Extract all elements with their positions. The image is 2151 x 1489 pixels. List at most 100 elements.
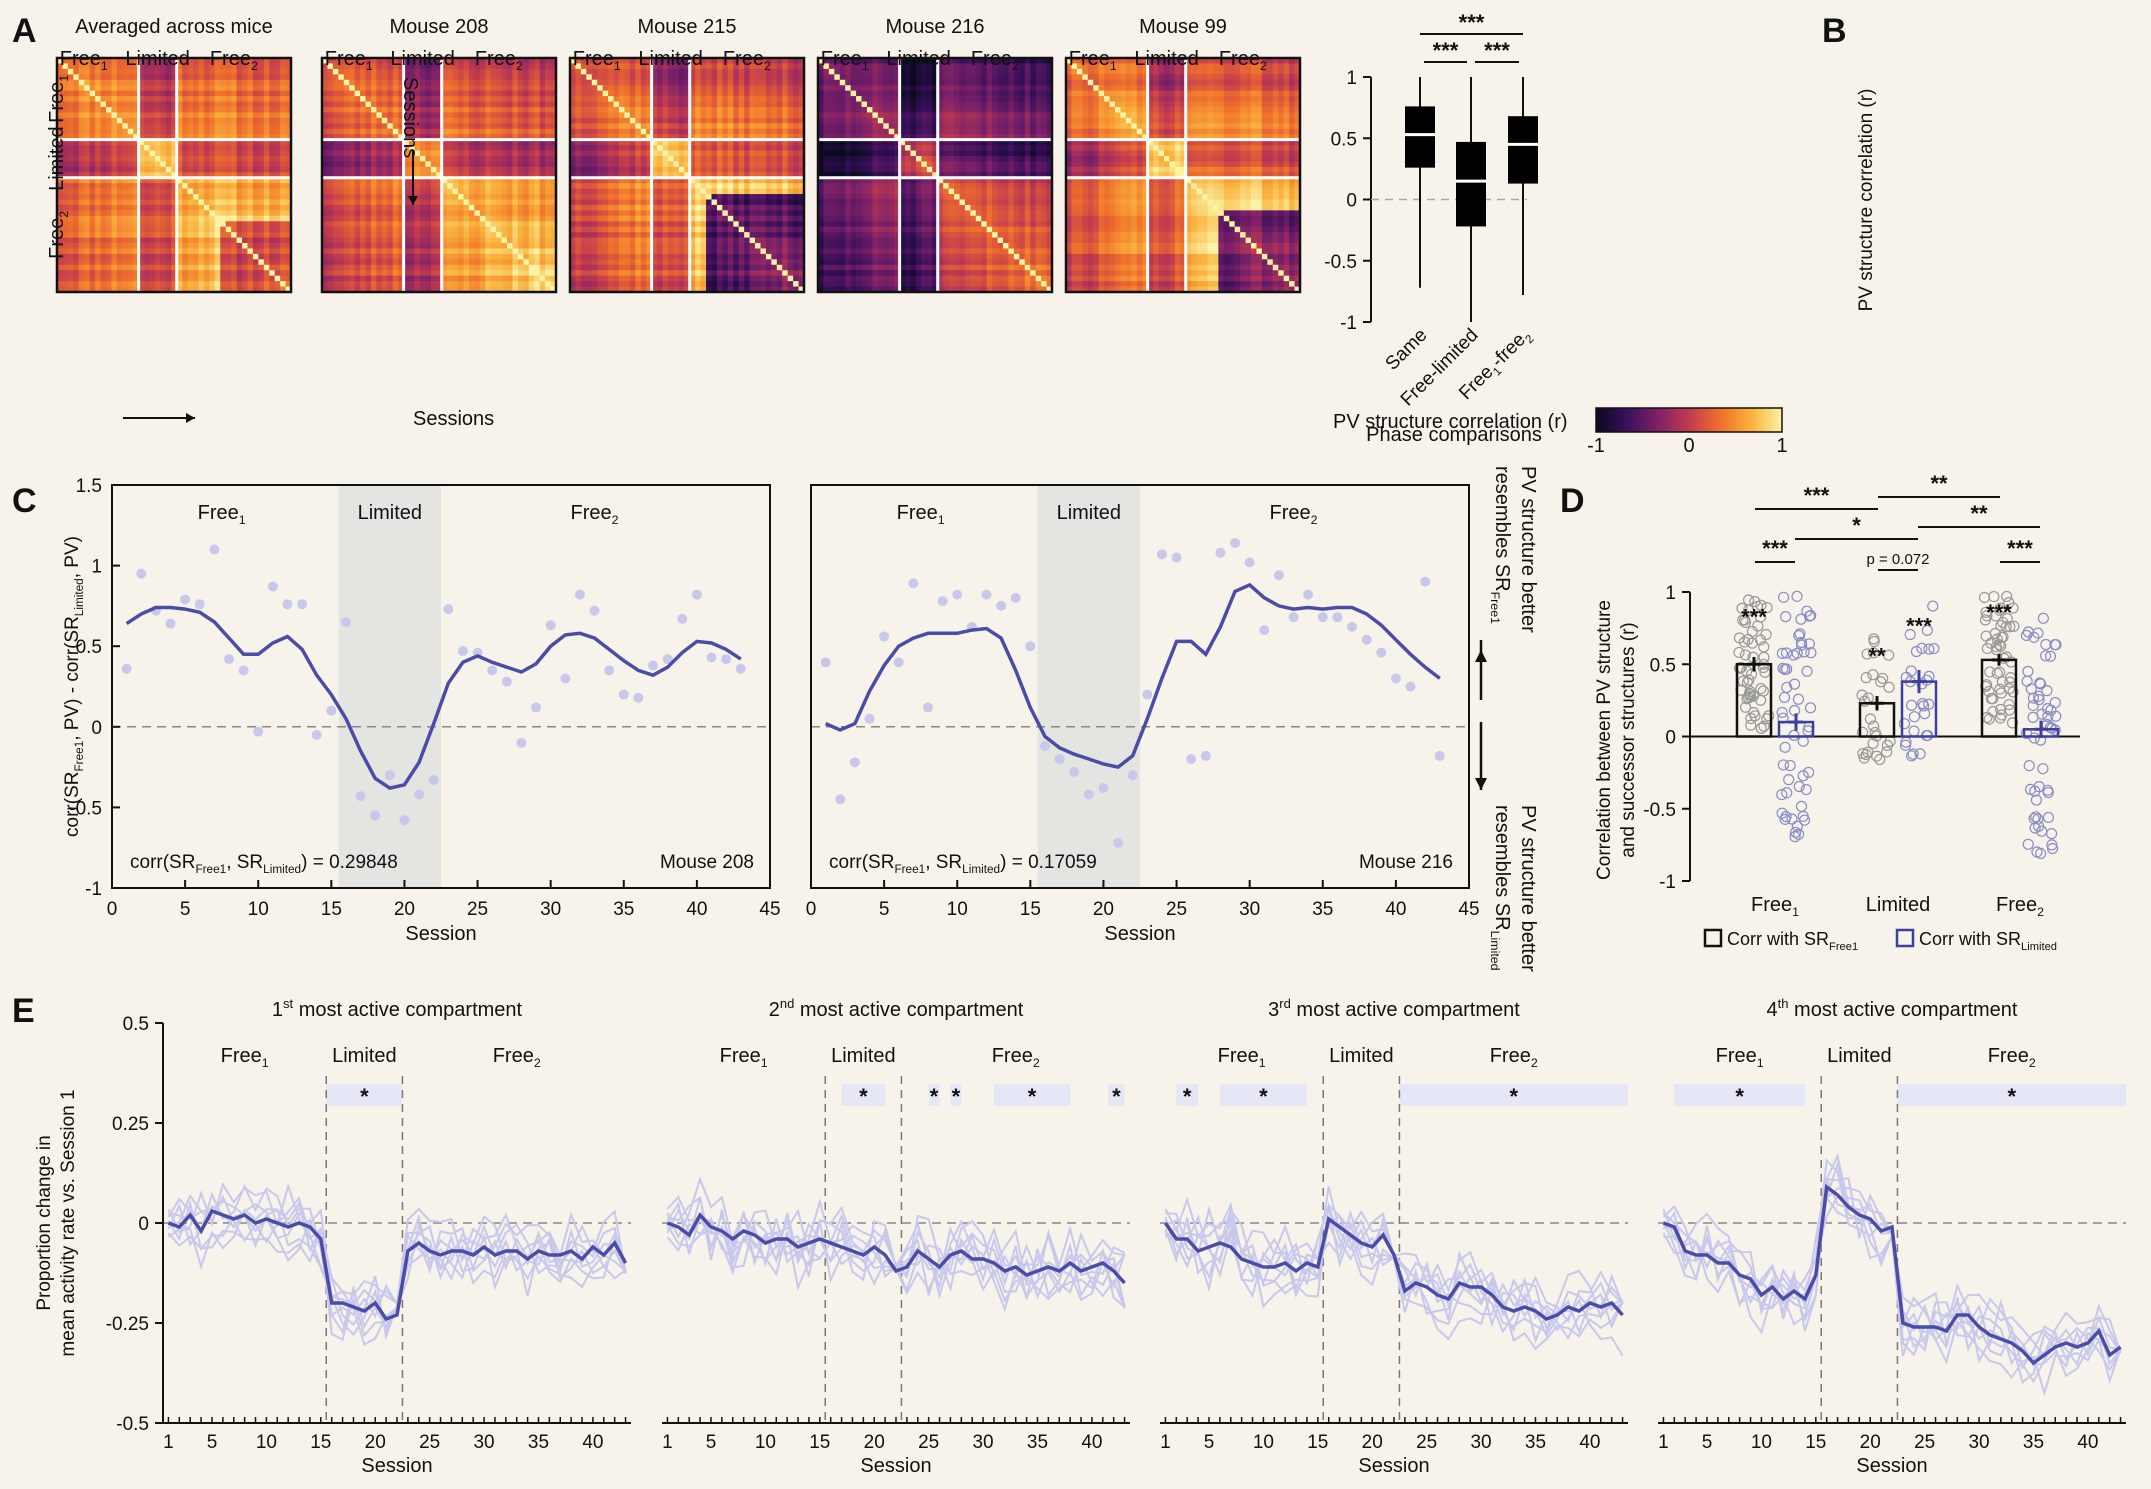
heatmap-cell [354, 85, 361, 92]
heatmap-cell [252, 286, 259, 293]
heatmap-cell [550, 63, 557, 70]
heatmap-cell [716, 117, 723, 124]
heatmap-cell [782, 79, 789, 86]
heatmap-cell [608, 90, 614, 97]
heatmap-cell [501, 177, 508, 184]
heatmap-cell [479, 286, 486, 293]
heatmap-cell [490, 63, 497, 70]
heatmap-cell [436, 248, 443, 255]
heatmap-cell [787, 117, 794, 124]
heatmap-cell [575, 63, 582, 70]
heatmap-cell [100, 259, 107, 266]
heatmap-cell [528, 128, 535, 135]
heatmap-cell [89, 188, 96, 195]
heatmap-cell [263, 134, 270, 141]
heatmap-cell [591, 172, 598, 179]
heatmap-cell [360, 243, 366, 249]
heatmap-cell [733, 112, 740, 119]
heatmap-cell [452, 134, 459, 141]
heatmap-cell [403, 270, 410, 277]
heatmap-cell [447, 188, 453, 195]
heatmap-cell [187, 145, 194, 151]
heatmap-cell [474, 172, 481, 179]
heatmap-cell [468, 74, 475, 81]
heatmap-cell [684, 101, 691, 108]
heatmap-cell [490, 270, 497, 277]
heatmap-cell [787, 194, 794, 200]
heatmap-cell [116, 150, 123, 157]
heatmap-cell [403, 166, 410, 173]
heatmap-cell [760, 106, 767, 113]
heatmap-cell [507, 281, 513, 287]
heatmap-cell [776, 128, 783, 135]
heatmap-cell [165, 204, 172, 211]
heatmap-cell [545, 253, 551, 260]
heatmap-cell [689, 194, 696, 200]
heatmap-cell [414, 166, 421, 173]
heatmap-cell [193, 281, 199, 287]
heatmap-cell [280, 134, 286, 141]
heatmap-cell [782, 68, 789, 75]
heatmap-cell [285, 210, 292, 217]
heatmap-cell [684, 188, 691, 195]
heatmap-cell [662, 74, 669, 81]
heatmap-cell [354, 281, 361, 287]
heatmap-cell [485, 128, 492, 135]
heatmap-cell [73, 134, 80, 141]
heatmap-cell [242, 215, 248, 222]
heatmap-cell [490, 194, 497, 200]
heatmap-cell [95, 232, 101, 238]
heatmap-cell [387, 188, 394, 195]
heatmap-cell [608, 101, 614, 108]
heatmap-cell [706, 177, 712, 184]
heatmap-cell [414, 128, 421, 135]
heatmap-cell [430, 183, 437, 189]
heatmap-cell [602, 183, 609, 189]
heatmap-cell [749, 123, 756, 130]
heatmap-cell [392, 150, 399, 157]
heatmap-cell [733, 96, 740, 102]
heatmap-cell [447, 237, 453, 244]
heatmap-cell [111, 253, 118, 260]
heatmap-cell [646, 101, 653, 108]
heatmap-cell [765, 188, 772, 195]
heatmap-cell [57, 286, 63, 293]
heatmap-cell [782, 112, 789, 119]
heatmap-cell [468, 243, 475, 249]
heatmap-cell [602, 74, 609, 81]
heatmap-cell [122, 150, 129, 157]
heatmap-cell [242, 194, 248, 200]
heatmap-cell [214, 134, 221, 141]
heatmap-cell [793, 145, 799, 151]
heatmap-cell [349, 215, 356, 222]
heatmap-cell [387, 63, 394, 70]
heatmap-cell [154, 226, 161, 233]
heatmap-cell [613, 128, 620, 135]
heatmap-cell [231, 237, 237, 244]
heatmap-cell [744, 85, 750, 92]
heatmap-cell [365, 286, 372, 293]
heatmap-cell [575, 155, 582, 162]
heatmap-cell [263, 85, 270, 92]
heatmap-cell [187, 117, 194, 124]
heatmap-cell [381, 215, 388, 222]
heatmap-cell [608, 199, 614, 206]
heatmap-cell [468, 96, 475, 102]
heatmap-cell [274, 128, 281, 135]
heatmap-cell [534, 58, 541, 64]
heatmap-cell [370, 281, 377, 287]
heatmap-cell [458, 199, 464, 206]
heatmap-cell [798, 150, 805, 157]
heatmap-cell [782, 58, 789, 64]
heatmap-cell [517, 215, 524, 222]
heatmap-cell [447, 106, 453, 113]
heatmap-cell [733, 68, 740, 75]
heatmap-cell [403, 117, 410, 124]
heatmap-cell [667, 123, 674, 130]
heatmap-cell [463, 232, 470, 238]
heatmap-cell [517, 58, 524, 64]
heatmap-cell [242, 281, 248, 287]
heatmap-cell [95, 106, 101, 113]
heatmap-cell [338, 226, 345, 233]
heatmap-cell [738, 85, 745, 92]
